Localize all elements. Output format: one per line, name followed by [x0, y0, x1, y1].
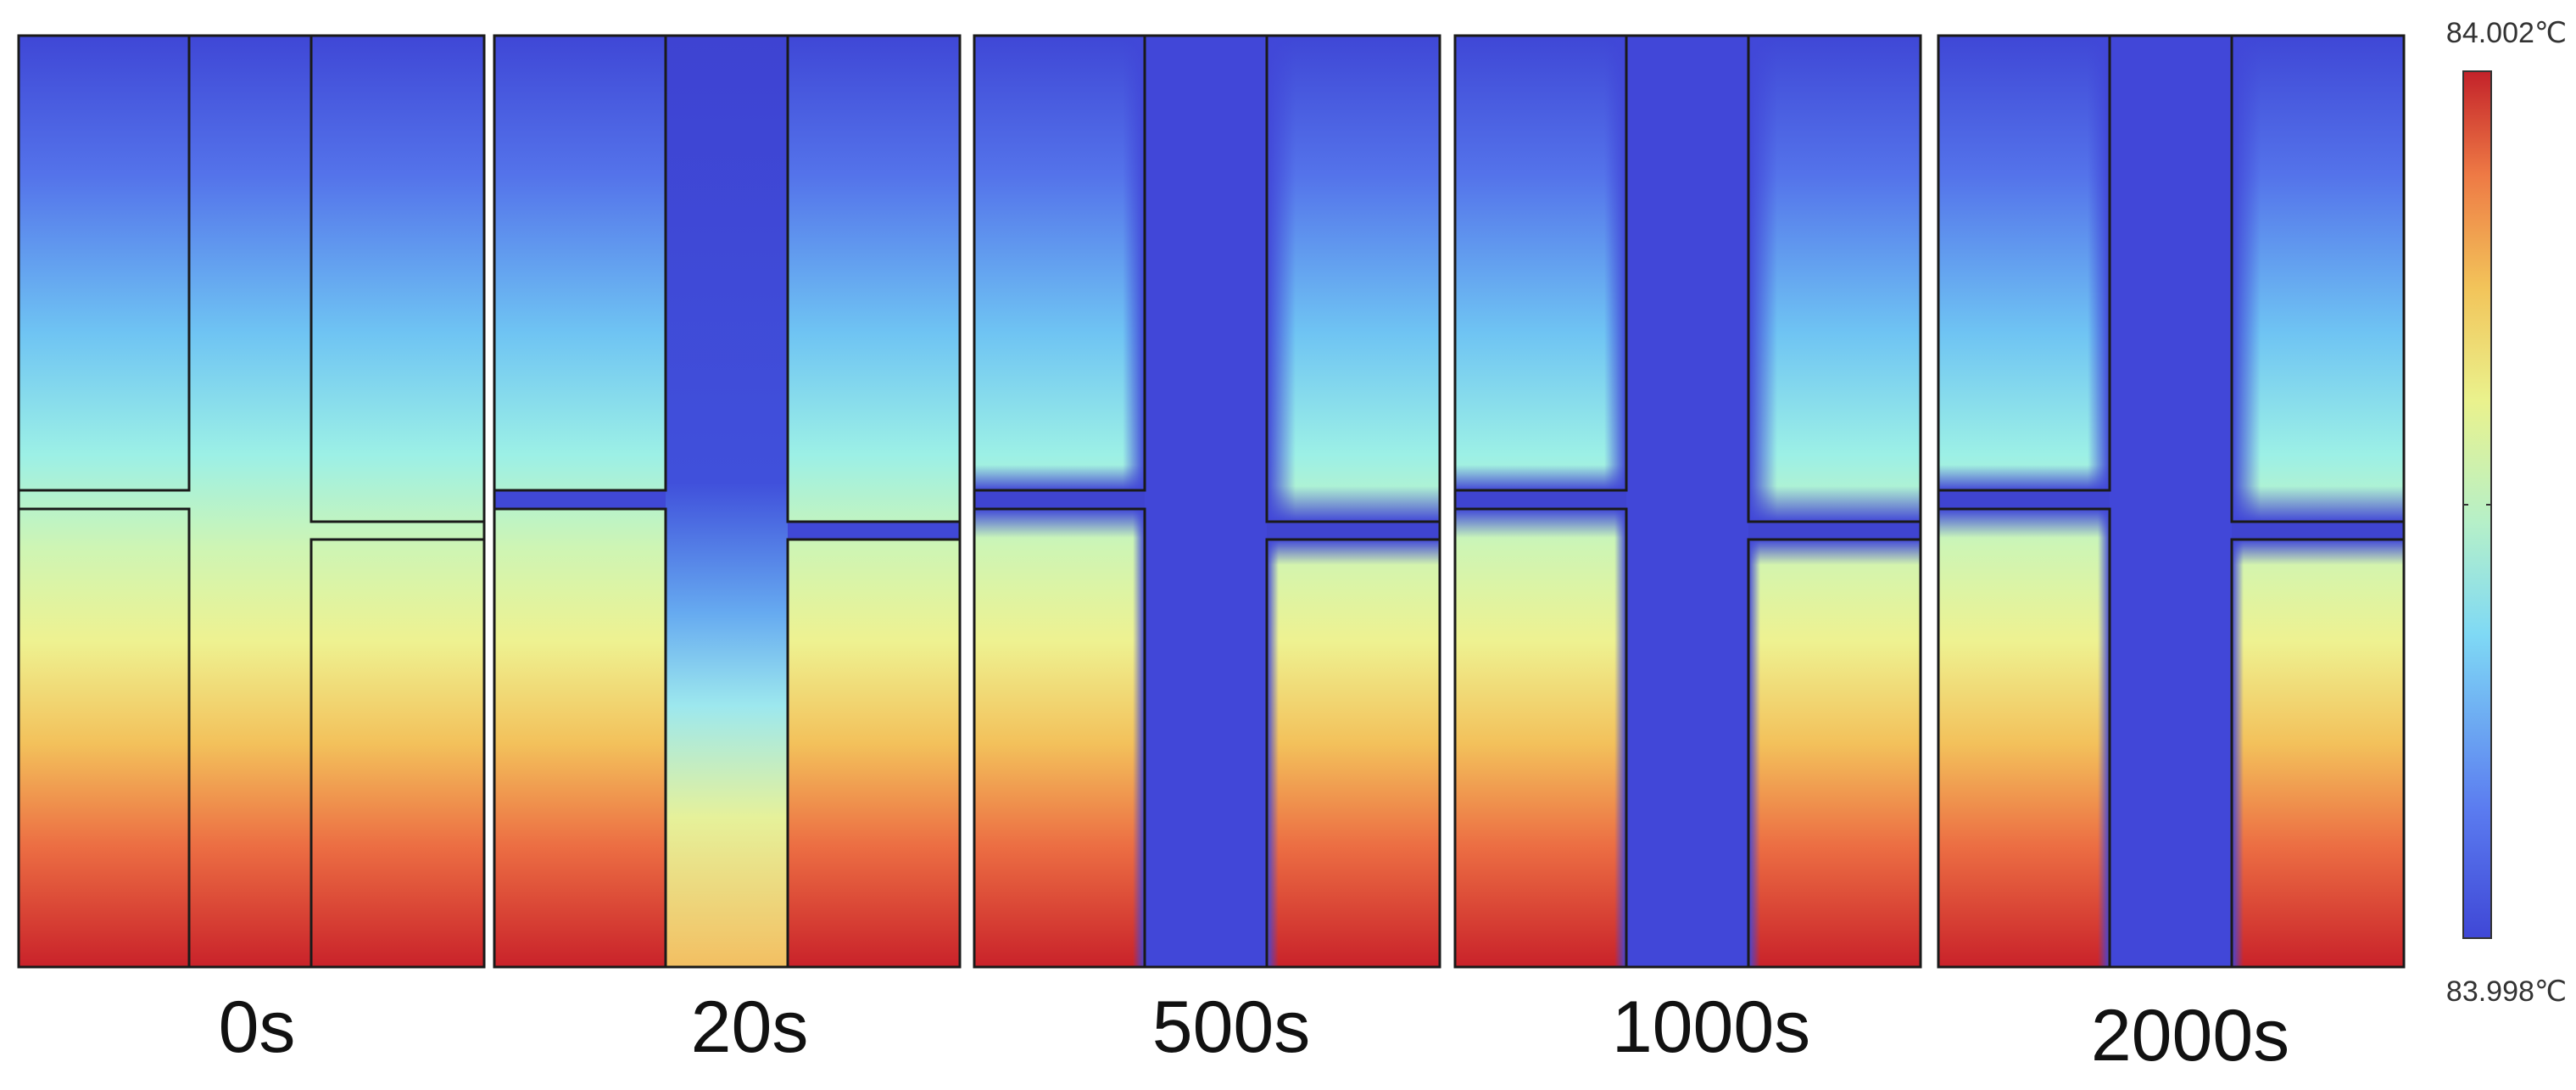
panel-500s: 500s	[973, 34, 1441, 1068]
panel-background	[19, 36, 484, 967]
gap-fluid-left	[974, 490, 1145, 509]
panel-time-label: 500s	[1152, 987, 1311, 1068]
cooling-halo	[1455, 509, 1626, 538]
solid-block-outline	[786, 34, 962, 523]
solid-block-outline	[1747, 538, 1922, 969]
cooling-halo	[1748, 486, 1921, 522]
panel-20s: 20s	[493, 34, 962, 1068]
cooling-halo	[1604, 36, 1626, 490]
cooling-halo	[1455, 465, 1626, 490]
cooling-halo	[1267, 486, 1440, 522]
cooling-halo	[2088, 36, 2110, 490]
gap-fluid-right	[1748, 522, 1921, 539]
cooling-halo	[2098, 509, 2110, 967]
cooling-halo	[1748, 539, 1921, 565]
cooling-halo	[2232, 539, 2244, 967]
solid-block-outline	[309, 34, 486, 523]
solid-block-outline	[17, 34, 191, 492]
solid-block-outline	[973, 34, 1146, 492]
panel-2000s: 2000s	[1937, 34, 2406, 1076]
cooling-halo	[2232, 486, 2404, 522]
solid-block-outline	[1937, 34, 2111, 492]
solid-block-outline	[2230, 538, 2406, 969]
gap-fluid-right	[1267, 522, 1440, 539]
solid-block-outline	[1747, 34, 1922, 523]
cooling-halo	[1133, 509, 1145, 967]
cooling-halo	[1938, 465, 2110, 490]
solid-block-outline	[1453, 507, 1628, 969]
panel-0s: 0s	[17, 34, 486, 1068]
cooling-halo	[1267, 36, 1296, 522]
cooling-halo	[974, 465, 1145, 490]
colorbar-min-label: 83.998℃	[2446, 975, 2567, 1008]
solid-block-outline	[1937, 507, 2111, 969]
gap-fluid-left	[1938, 490, 2110, 509]
gap-fluid-left	[1455, 490, 1626, 509]
solid-block-outline	[1265, 34, 1441, 523]
solid-block-outline	[2230, 34, 2406, 523]
cooling-halo	[1748, 36, 1777, 522]
solid-block-outline	[17, 507, 191, 969]
channel-fluid	[666, 36, 788, 967]
solid-block-outline	[493, 507, 667, 969]
solid-block-outline	[493, 34, 667, 492]
cooling-halo	[1938, 509, 2110, 538]
colorbar: 84.002℃ 83.998℃	[2446, 17, 2567, 1008]
cooling-halo	[2232, 539, 2404, 565]
gap-fluid-right	[2232, 522, 2404, 539]
cooling-halo	[1748, 539, 1760, 967]
cooling-halo	[1267, 539, 1279, 967]
panel-time-label: 2000s	[2091, 995, 2289, 1076]
cooling-halo	[974, 509, 1145, 538]
cooling-halo	[1614, 509, 1626, 967]
gap-fluid-right	[788, 522, 960, 539]
panel-time-label: 1000s	[1612, 987, 1810, 1068]
cooling-halo	[1123, 36, 1145, 490]
panel-time-label: 20s	[691, 987, 809, 1068]
solid-block-outline	[1453, 34, 1628, 492]
solid-block-outline	[1265, 538, 1441, 969]
solid-block-outline	[309, 538, 486, 969]
channel-fluid	[1145, 36, 1267, 967]
solid-block-outline	[786, 538, 962, 969]
channel-fluid	[2110, 36, 2232, 967]
cooling-halo	[1267, 539, 1440, 565]
channel-fluid	[1626, 36, 1748, 967]
panel-time-label: 0s	[219, 987, 296, 1068]
solid-block-outline	[973, 507, 1146, 969]
cooling-halo	[2232, 36, 2261, 522]
gap-fluid-left	[494, 490, 666, 509]
colorbar-max-label: 84.002℃	[2446, 17, 2567, 49]
panel-1000s: 1000s	[1453, 34, 1922, 1068]
